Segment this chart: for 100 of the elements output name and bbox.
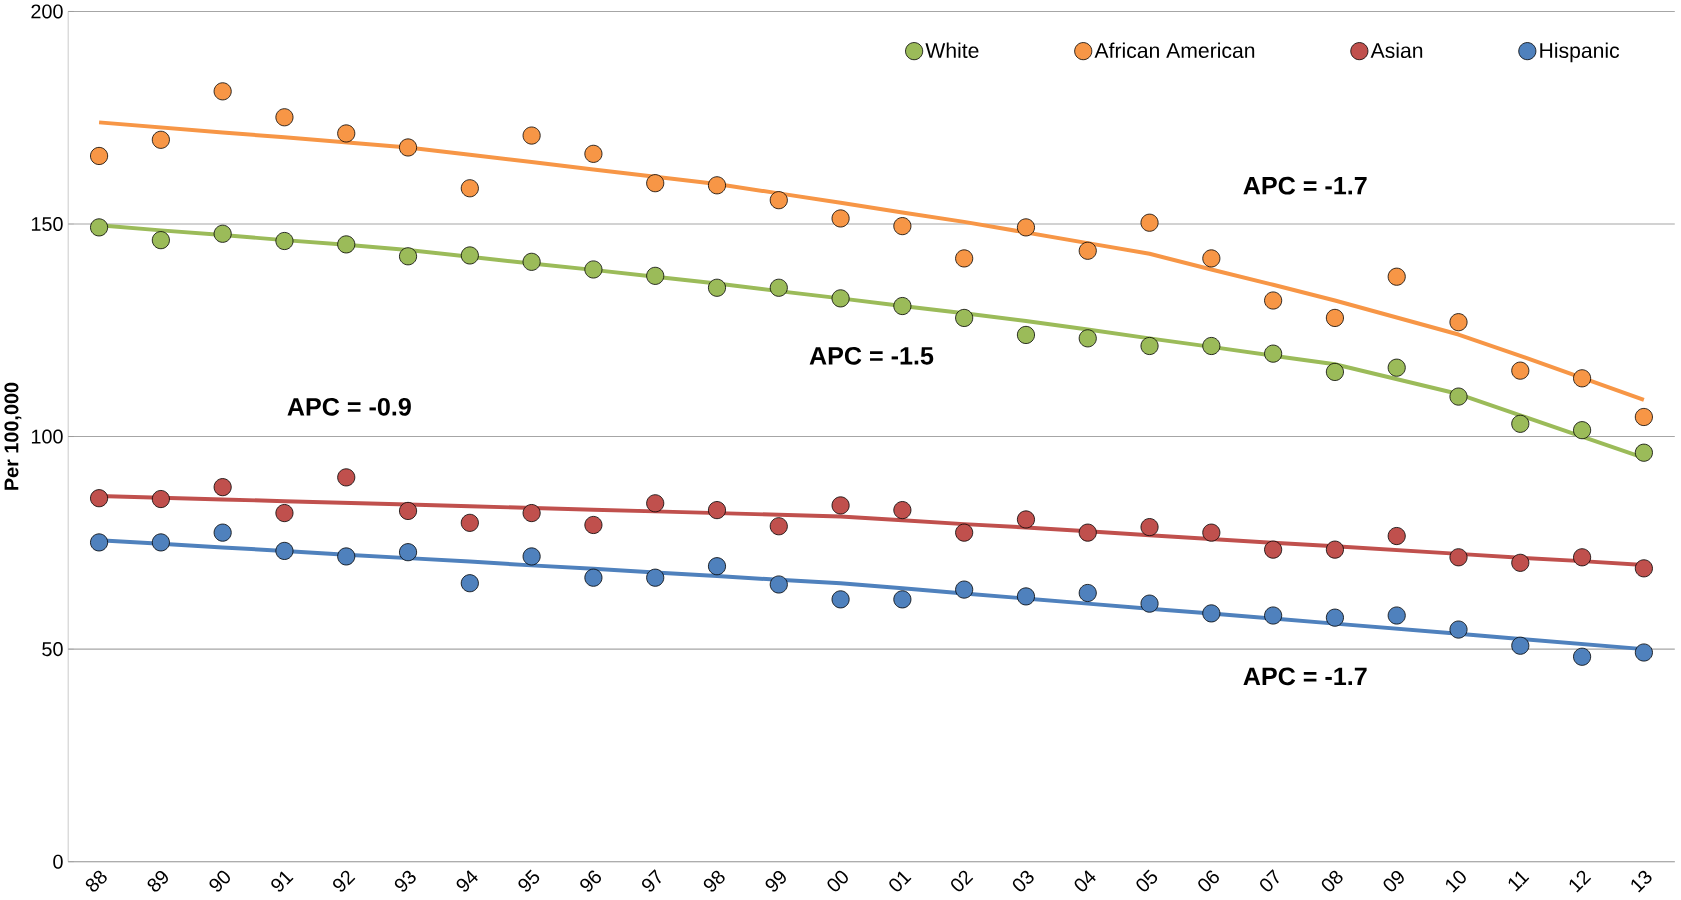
point (460, 513, 479, 532)
point (1325, 308, 1344, 327)
x-tick-label: 90 (209, 870, 230, 892)
point (1573, 647, 1592, 666)
legend-label: White (925, 42, 979, 58)
point (831, 209, 850, 228)
point (399, 138, 418, 157)
point (769, 575, 788, 594)
annotation: APC = -1.5 (809, 346, 934, 365)
point (646, 568, 665, 587)
point (1387, 606, 1406, 625)
x-tick-label: 98 (703, 870, 725, 892)
point (90, 218, 109, 237)
point (769, 191, 788, 210)
point (1573, 369, 1592, 388)
point (399, 501, 418, 520)
point (151, 130, 170, 149)
y-tick-label: 100 (31, 429, 63, 444)
point (399, 247, 418, 266)
annotation: APC = -1.7 (1243, 667, 1367, 686)
point (1511, 553, 1530, 572)
point (1016, 587, 1035, 606)
point (151, 533, 170, 552)
point (831, 590, 850, 609)
point (1078, 241, 1097, 260)
point (1387, 358, 1406, 377)
x-tick-label: 96 (580, 870, 602, 892)
point (1140, 336, 1159, 355)
point (90, 146, 109, 165)
point (1634, 443, 1653, 462)
legend-label: African American (1094, 42, 1255, 58)
point (955, 523, 974, 542)
y-tick-label: 200 (31, 4, 63, 19)
x-tick-label: 00 (827, 870, 848, 892)
annotation: APC = -1.7 (1243, 176, 1367, 195)
point (522, 504, 541, 523)
point (1449, 387, 1468, 406)
point (831, 496, 850, 515)
x-tick-label: 09 (1383, 870, 1404, 892)
point (708, 501, 726, 520)
point (275, 504, 294, 523)
point (1140, 213, 1159, 232)
point (1573, 548, 1592, 567)
point (522, 126, 541, 145)
point (90, 489, 109, 508)
point (584, 260, 603, 279)
point (1202, 523, 1221, 542)
point (522, 252, 541, 271)
y-tick-label: 0 (53, 854, 63, 869)
point (213, 478, 232, 497)
point (275, 108, 294, 127)
point (584, 515, 603, 534)
x-tick-label: 04 (1074, 870, 1096, 892)
x-tick-label: 93 (394, 870, 416, 892)
point (1202, 249, 1221, 268)
y-tick-label: 50 (42, 642, 63, 657)
point (213, 82, 232, 101)
point (708, 557, 726, 576)
point (1140, 518, 1159, 537)
point (337, 468, 356, 487)
annotation: APC = -0.9 (287, 397, 411, 416)
point (1449, 548, 1468, 567)
point (1634, 559, 1653, 578)
point (399, 543, 418, 562)
point (646, 494, 665, 513)
x-tick-label: 99 (765, 870, 786, 892)
point (584, 568, 603, 587)
point (831, 289, 850, 308)
point (1016, 218, 1035, 237)
y-axis-title: Per 100,000 (4, 382, 22, 490)
point (1573, 421, 1592, 440)
point (955, 249, 974, 268)
point (1511, 361, 1530, 380)
x-tick-label: 95 (518, 869, 540, 892)
x-tick-label: 91 (271, 871, 294, 892)
point (1078, 329, 1097, 348)
legend-label: Asian (1370, 42, 1423, 58)
point (1016, 510, 1035, 529)
x-tick-label: 01 (889, 871, 912, 892)
point (151, 231, 170, 250)
point (1264, 291, 1283, 310)
legend-label: Hispanic (1540, 42, 1620, 63)
point (1264, 344, 1283, 363)
x-tick-label: 88 (85, 870, 107, 892)
point (1202, 604, 1221, 623)
point (1202, 336, 1221, 355)
point (90, 533, 109, 552)
point (1325, 540, 1344, 559)
point (893, 590, 912, 609)
point (1078, 583, 1097, 602)
y-tick-label: 150 (31, 216, 63, 231)
point (460, 179, 479, 198)
point (1634, 643, 1653, 662)
x-tick-label: 03 (1012, 870, 1034, 892)
point (1325, 362, 1344, 381)
point (337, 124, 356, 143)
point (955, 580, 974, 599)
point (1387, 267, 1406, 286)
x-tick-label: 89 (147, 870, 168, 892)
point (1325, 608, 1344, 627)
